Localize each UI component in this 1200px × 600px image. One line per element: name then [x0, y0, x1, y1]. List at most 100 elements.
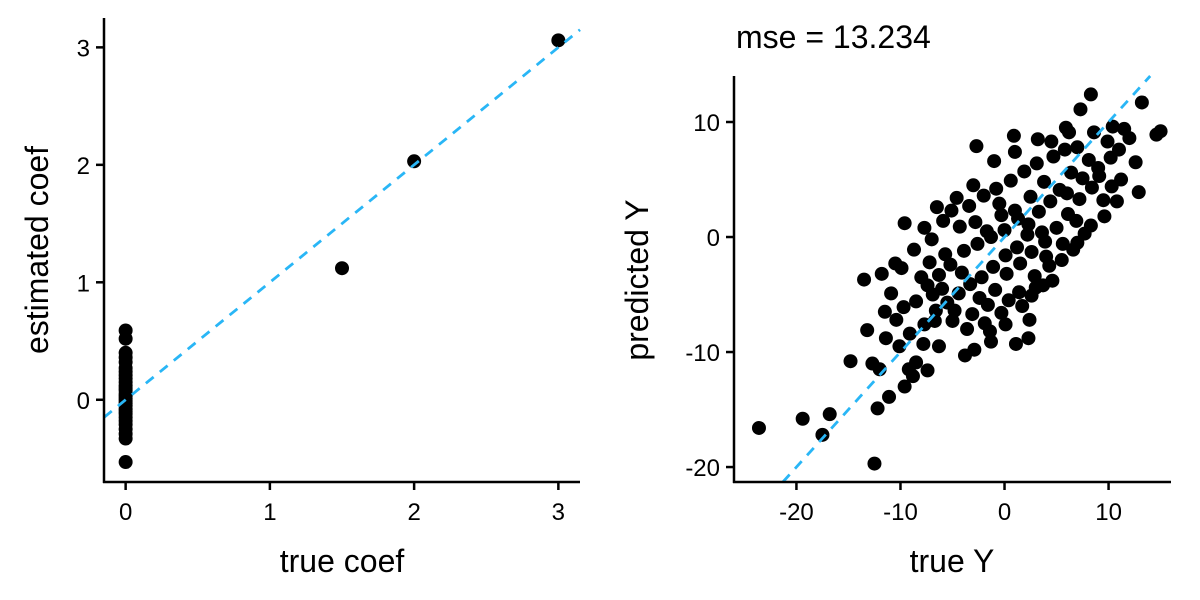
- coef-x-tick-label: 0: [119, 499, 132, 526]
- prediction-data-point: [902, 326, 917, 341]
- prediction-data-point: [949, 190, 964, 205]
- prediction-data-point: [968, 215, 983, 230]
- coef-y-tick-label: 3: [77, 35, 90, 62]
- prediction-data-point: [1017, 164, 1032, 179]
- prediction-x-axis-title: true Y: [910, 543, 995, 579]
- prediction-data-point: [1084, 180, 1099, 195]
- coef-data-point: [407, 154, 422, 169]
- coef-x-axis-title: true coef: [280, 543, 405, 579]
- prediction-data-point: [877, 304, 892, 319]
- prediction-data-point: [1008, 336, 1023, 351]
- prediction-data-point: [929, 200, 944, 215]
- prediction-data-point: [1073, 102, 1088, 117]
- prediction-y-axis-title: predicted Y: [619, 199, 655, 360]
- prediction-data-point: [907, 242, 922, 257]
- prediction-data-point: [1013, 256, 1028, 271]
- prediction-x-tick-label: 10: [1095, 499, 1122, 526]
- prediction-data-point: [909, 294, 924, 309]
- prediction-data-point: [1027, 269, 1042, 284]
- prediction-data-point: [962, 198, 977, 213]
- prediction-data-point: [795, 411, 810, 426]
- prediction-data-point: [931, 339, 946, 354]
- prediction-data-point: [992, 196, 1007, 211]
- prediction-data-point: [1020, 227, 1035, 242]
- prediction-y-tick-label: -10: [685, 340, 720, 367]
- prediction-data-point: [1091, 161, 1106, 176]
- prediction-data-point: [1029, 156, 1044, 171]
- prediction-data-point: [1109, 194, 1124, 209]
- prediction-data-point: [1070, 140, 1085, 155]
- prediction-data-point: [957, 348, 972, 363]
- prediction-data-point: [860, 323, 875, 338]
- prediction-data-point: [1122, 131, 1137, 146]
- prediction-data-point: [1134, 95, 1149, 110]
- prediction-data-point: [1024, 244, 1039, 259]
- coef-y-axis-title: estimated coef: [19, 146, 55, 354]
- prediction-data-point: [843, 354, 858, 369]
- prediction-data-point: [998, 248, 1013, 263]
- mse-title: mse = 13.234: [736, 19, 931, 55]
- prediction-data-point: [892, 339, 907, 354]
- coef-points-layer: [118, 33, 566, 470]
- prediction-data-point: [867, 456, 882, 471]
- prediction-data-point: [1043, 194, 1058, 209]
- prediction-data-point: [983, 334, 998, 349]
- prediction-data-point: [1128, 155, 1143, 170]
- coef-data-point: [118, 455, 133, 470]
- coef-scatter-panel: 0 1 2 3 0 1 2 3 true coef estimated coef: [19, 18, 581, 579]
- prediction-points-layer: [751, 87, 1168, 471]
- prediction-data-point: [952, 219, 967, 234]
- prediction-data-point: [1015, 299, 1030, 314]
- prediction-data-point: [1083, 87, 1098, 102]
- prediction-data-point: [1062, 125, 1077, 140]
- prediction-data-point: [925, 287, 940, 302]
- prediction-data-point: [972, 290, 987, 305]
- prediction-y-tick-label: 10: [693, 110, 720, 137]
- prediction-data-point: [986, 259, 1001, 274]
- prediction-data-point: [1003, 173, 1018, 188]
- prediction-data-point: [1010, 240, 1025, 255]
- prediction-y-tick-label: 0: [707, 225, 720, 252]
- coef-axis-ticks: 0 1 2 3 0 1 2 3: [77, 35, 565, 526]
- prediction-data-point: [874, 266, 889, 281]
- prediction-data-point: [1069, 213, 1084, 228]
- prediction-data-point: [1066, 242, 1081, 257]
- prediction-data-point: [982, 324, 997, 339]
- prediction-data-point: [1042, 258, 1057, 273]
- prediction-data-point: [1057, 142, 1072, 157]
- prediction-data-point: [997, 223, 1012, 238]
- prediction-data-point: [988, 282, 1003, 297]
- prediction-data-point: [882, 389, 897, 404]
- coef-data-point: [118, 431, 133, 446]
- prediction-data-point: [956, 243, 971, 258]
- prediction-data-point: [1097, 209, 1112, 224]
- prediction-data-point: [884, 286, 899, 301]
- prediction-scatter-panel: mse = 13.234 -20 -10 0 10 -20 -10 0 10 true Y p…: [619, 19, 1171, 579]
- prediction-data-point: [1044, 134, 1059, 149]
- prediction-axis-ticks: -20 -10 0 10 -20 -10 0 10: [685, 110, 1122, 526]
- coef-x-tick-label: 1: [263, 499, 276, 526]
- prediction-data-point: [1105, 119, 1120, 134]
- prediction-data-point: [1153, 124, 1168, 139]
- prediction-data-point: [1046, 149, 1061, 164]
- prediction-x-tick-label: -10: [883, 499, 918, 526]
- prediction-data-point: [878, 331, 893, 346]
- prediction-data-point: [1081, 152, 1096, 167]
- prediction-data-point: [1021, 217, 1036, 232]
- prediction-data-point: [1022, 312, 1037, 327]
- coef-data-point: [335, 261, 349, 276]
- prediction-data-point: [1072, 192, 1087, 207]
- prediction-data-point: [931, 267, 946, 282]
- prediction-data-point: [896, 300, 911, 315]
- prediction-data-point: [1011, 211, 1026, 226]
- prediction-data-point: [974, 270, 989, 285]
- prediction-data-point: [815, 427, 830, 442]
- prediction-data-point: [970, 236, 985, 251]
- prediction-data-point: [1031, 204, 1046, 219]
- coef-identity-reference-line: [103, 28, 581, 419]
- prediction-y-tick-label: -20: [685, 455, 720, 482]
- prediction-data-point: [1087, 125, 1102, 140]
- coef-y-tick-label: 2: [77, 153, 90, 180]
- prediction-data-point: [914, 270, 929, 285]
- prediction-data-point: [1023, 189, 1038, 204]
